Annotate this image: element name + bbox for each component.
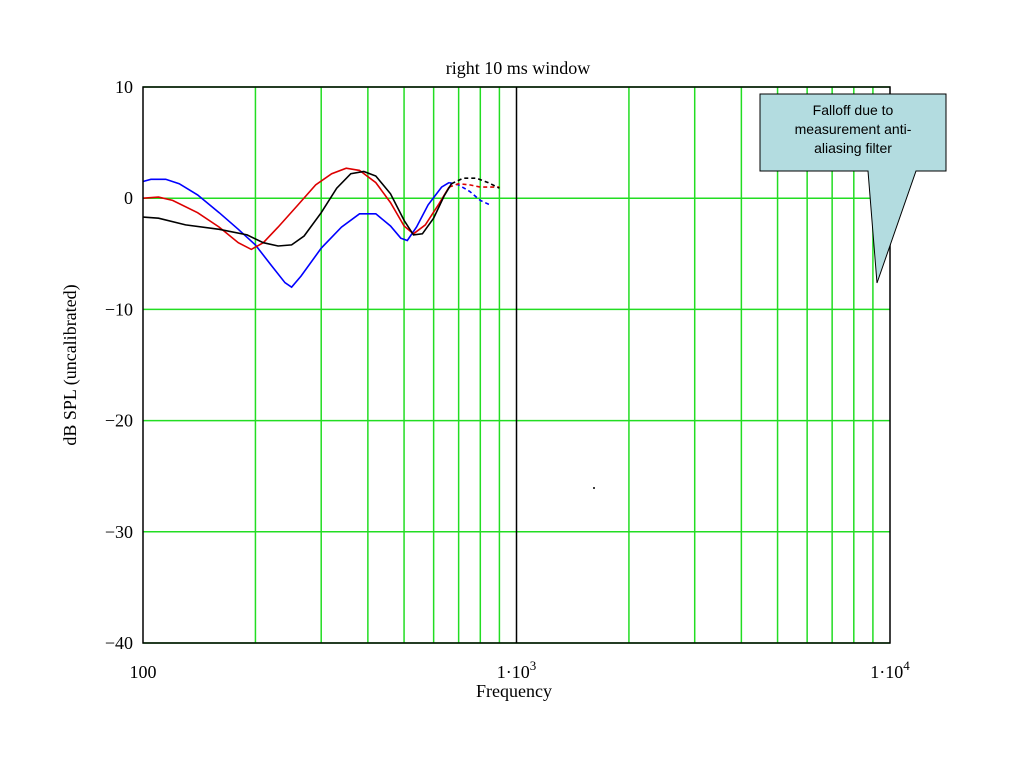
y-tick-label: −10 [105,299,133,319]
callout: Falloff due to measurement anti-aliasing … [759,93,947,284]
series-2-dashed-line [451,177,500,189]
x-tick-labels: 100 1·103 1·104 [130,658,911,682]
y-tick-labels: 10 0 −10 −20 −30 −40 [105,77,133,653]
series-0-line [142,178,450,289]
y-tick-label: −30 [105,522,133,542]
series-0-dashed-line [448,181,491,206]
x-tick-label: 100 [130,662,157,682]
y-axis-label: dB SPL (uncalibrated) [60,284,81,445]
y-tick-label: −20 [105,411,133,431]
series-lines [142,167,500,289]
x-tick-label: 1·104 [870,658,910,682]
plot-frame [142,86,891,644]
y-tick-label: 0 [124,188,133,208]
series-1-line [142,167,450,251]
stray-dot [593,487,595,489]
y-tick-label: −40 [105,633,133,653]
callout-text: Falloff due to measurement anti-aliasing … [795,102,912,156]
series-2-line [142,170,453,247]
x-axis-label: Frequency [476,681,552,701]
series-1-dashed-line [448,182,500,188]
y-tick-label: 10 [115,77,133,97]
callout-box [759,93,947,284]
chart-title: right 10 ms window [446,58,591,78]
x-tick-label: 1·103 [497,658,537,682]
